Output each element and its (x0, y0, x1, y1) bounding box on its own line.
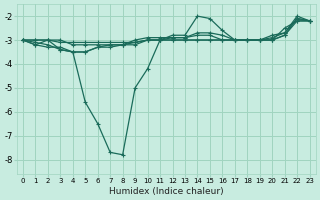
X-axis label: Humidex (Indice chaleur): Humidex (Indice chaleur) (109, 187, 224, 196)
